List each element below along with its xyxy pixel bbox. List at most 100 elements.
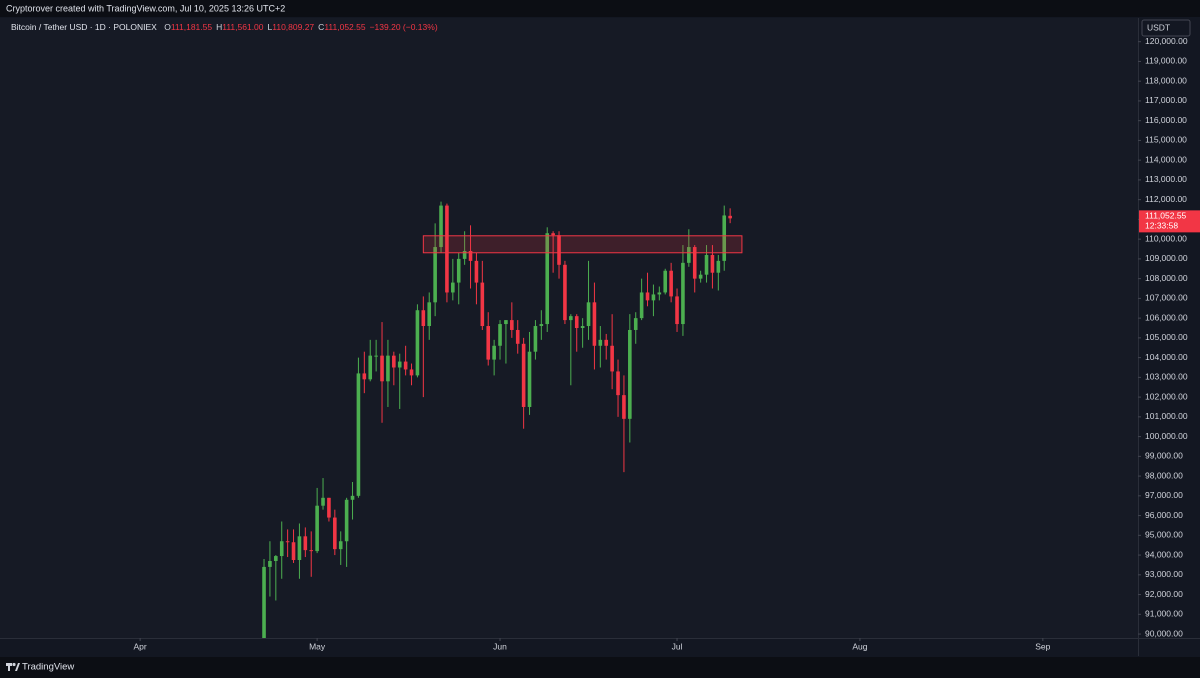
y-tick-label: 102,000.00 (1145, 391, 1188, 401)
candle-body (616, 371, 620, 396)
candle-body (586, 302, 591, 327)
candle-body (492, 345, 496, 360)
ohlc-key: H (216, 22, 222, 32)
candle-body (415, 310, 420, 376)
candle-body (338, 541, 343, 550)
y-tick-label: 105,000.00 (1145, 332, 1188, 342)
candle-body (262, 566, 266, 638)
candle-body (386, 355, 390, 382)
y-tick-label: 92,000.00 (1145, 589, 1183, 599)
y-tick-label: 93,000.00 (1145, 569, 1183, 579)
y-tick-label: 98,000.00 (1145, 470, 1183, 480)
candle-body (663, 270, 668, 293)
candle-body (533, 326, 538, 352)
candle-body (539, 324, 544, 327)
ohlc-value: 111,181.55 (171, 22, 213, 32)
candle-body (291, 542, 296, 561)
candle-body (510, 320, 514, 330)
candle-body (403, 361, 408, 370)
candle-body (633, 318, 638, 330)
x-tick-label: May (309, 641, 326, 651)
candle-body (480, 282, 485, 327)
candle-body (504, 320, 508, 325)
ohlc-key: O (164, 22, 171, 32)
x-tick-label: Sep (1035, 641, 1050, 651)
footer-bar (0, 657, 1200, 678)
x-tick-label: Jul (672, 641, 683, 651)
candle-body (521, 343, 526, 407)
candle-body (445, 205, 449, 293)
y-tick-label: 101,000.00 (1145, 411, 1188, 421)
candle-body (545, 233, 550, 325)
y-tick-label: 106,000.00 (1145, 312, 1188, 322)
candle-body (462, 250, 467, 259)
candle-body (515, 329, 520, 344)
candle-body (315, 505, 319, 552)
candle-body (356, 373, 361, 496)
y-tick-label: 110,000.00 (1145, 233, 1187, 243)
candle-body (433, 247, 437, 303)
candle-body (622, 395, 626, 419)
candle-body (669, 270, 673, 297)
y-tick-label: 97,000.00 (1145, 490, 1183, 500)
candle-body (710, 254, 715, 273)
symbol: Bitcoin / Tether USD · 1D · POLONIEX (11, 22, 157, 32)
y-tick-label: 116,000.00 (1145, 115, 1187, 125)
candle-body (645, 292, 650, 301)
candle-body (427, 302, 432, 327)
y-tick-label: 104,000.00 (1145, 352, 1188, 362)
last-price-label: 111,052.55 (1145, 211, 1187, 221)
candle-body (704, 254, 709, 275)
candle-body (327, 497, 331, 518)
candle-body (728, 215, 732, 219)
candle-body (639, 292, 644, 319)
candle-body (392, 355, 396, 368)
y-tick-label: 113,000.00 (1145, 174, 1187, 184)
y-tick-label: 90,000.00 (1145, 628, 1183, 638)
ohlc-key: C (318, 22, 324, 32)
legend-line: Bitcoin / Tether USD · 1D · POLONIEX O11… (11, 22, 438, 32)
candle-body (628, 329, 632, 419)
plot-layer (262, 201, 743, 638)
candle-body (675, 296, 679, 325)
ohlc-key: L (268, 22, 273, 32)
candle-body (551, 233, 555, 236)
y-tick-label: 103,000.00 (1145, 372, 1188, 382)
candle-body (362, 373, 367, 380)
candle-body (598, 339, 603, 346)
candle-body (303, 536, 308, 551)
candle-body (456, 258, 461, 283)
candle-body (651, 294, 656, 301)
plot-area (0, 18, 1138, 638)
y-tick-label: 107,000.00 (1145, 293, 1188, 303)
y-tick-label: 108,000.00 (1145, 273, 1188, 283)
candle-body (527, 351, 532, 407)
y-tick-label: 115,000.00 (1145, 135, 1187, 145)
candle-body (321, 497, 325, 506)
candle-body (722, 215, 727, 261)
ohlc-value: 111,052.55 (324, 22, 366, 32)
candle-body (439, 205, 443, 248)
y-tick-label: 91,000.00 (1145, 609, 1183, 619)
candle-body (692, 247, 697, 279)
candle-body (297, 536, 302, 561)
currency: USDT (1147, 22, 1170, 32)
y-tick-label: 99,000.00 (1145, 451, 1183, 461)
brand-name: TradingView (22, 662, 74, 673)
candle-body (374, 355, 378, 357)
y-tick-label: 109,000.00 (1145, 253, 1188, 263)
y-tick-label: 95,000.00 (1145, 530, 1183, 540)
y-tick-label: 114,000.00 (1145, 154, 1187, 164)
candle-body (421, 310, 426, 327)
last-price-box (1139, 210, 1200, 233)
candle-body (350, 495, 355, 500)
candle-body (498, 324, 502, 346)
candle-body (657, 292, 662, 295)
candle-body (563, 264, 567, 321)
candle-body (409, 369, 414, 376)
candle-body (468, 250, 473, 261)
candle-body (698, 274, 703, 279)
candle-body (557, 235, 561, 265)
